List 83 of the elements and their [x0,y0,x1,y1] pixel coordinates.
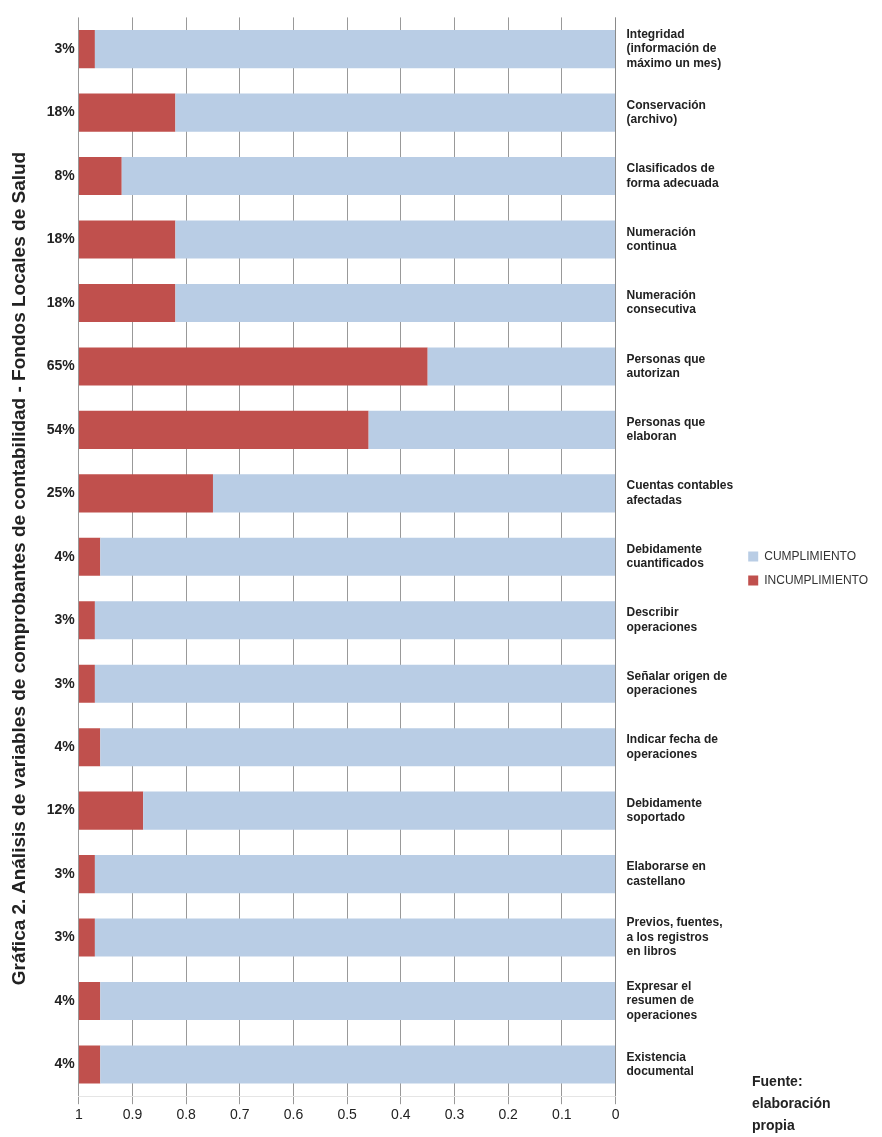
x-tick-label: 0.9 [122,1106,143,1123]
bar [212,474,616,513]
x-tick-label: 0.2 [498,1106,519,1123]
data-label: 4% [54,1055,76,1072]
bar [121,157,616,196]
y-tick-label: Personas que autorizan [626,351,706,380]
x-tick-label: 0 [611,1106,620,1123]
bar [94,30,616,69]
data-label: 18% [46,230,76,247]
bar [143,791,616,830]
y-tick-label: Debidamente soportado [626,795,703,825]
x-tick-label: 0.8 [176,1106,197,1123]
x-tick-label: 0.7 [230,1106,250,1123]
x-tick-label: 0.6 [283,1106,304,1123]
data-label: 18% [46,293,76,310]
data-label: 3% [54,674,76,691]
bar [368,410,616,449]
y-tick-label: Integridad (información de máximo un mes) [626,27,722,70]
y-tick-label: Elaborarse en castellano [626,859,706,888]
bar [78,981,101,1021]
y-tick-label: Existencia documental [626,1049,694,1078]
bar [100,1045,616,1084]
bar [78,30,95,69]
y-tick-label: Debidamente cuantificados [626,541,705,571]
bar [78,157,122,196]
bar [94,855,616,894]
bar [175,220,616,259]
y-tick-label: Indicar fecha de operaciones [626,732,719,761]
source-note: Fuente: elaboración propia [752,1072,832,1135]
bar [94,918,616,957]
data-label: 18% [46,103,76,120]
bar [78,855,95,894]
data-label: 4% [54,547,76,564]
bar [427,347,616,386]
y-tick-label: Clasificados de forma adecuada [626,161,719,190]
data-label: 54% [46,420,76,437]
legend-label: INCUMPLIMIENTO [764,572,869,587]
bar [78,1045,101,1084]
text: Gráfica 2. Análisis de variables de comprobantes de contabilidad - Fondos Locales de Salud [7,151,29,986]
bar [78,93,176,132]
y-tick-label: Personas que elaboran [626,414,706,444]
bar [78,791,144,830]
y-tick-label: Conservación (archivo) [626,97,706,127]
bar [78,474,213,513]
bar [78,283,176,322]
x-tick-label: 0.1 [552,1106,572,1123]
data-label: 8% [54,166,76,183]
bar [100,981,616,1021]
bar [94,601,616,640]
y-tick-label: Numeración consecutiva [626,288,697,317]
data-label: 4% [54,738,76,755]
y-tick-label: Previos, fuentes, a los registros en libros [626,915,723,959]
data-label: 12% [46,801,76,818]
x-tick-label: 0.4 [391,1106,411,1123]
data-label: 3% [54,611,76,628]
bar [78,347,428,386]
bar [78,918,95,957]
bar [78,537,101,576]
x-tick-label: 1 [74,1106,83,1123]
bar [175,283,616,322]
bar [78,601,95,640]
bar [78,728,101,767]
bar [100,537,616,576]
y-tick-label: Señalar origen de operaciones [626,668,728,698]
x-tick-label: 0.5 [337,1106,358,1123]
y-tick-label: Expresar el resumen de operaciones [626,978,698,1022]
y-tick-label: Describir operaciones [626,605,698,634]
data-label: 65% [46,357,76,374]
y-tick-label: Cuentas contables afectadas [626,478,734,507]
y-tick-label: Numeración continua [626,224,696,254]
legend-label: CUMPLIMIENTO [764,548,857,563]
x-tick-label: 0.3 [444,1106,465,1123]
data-label: 4% [54,991,76,1008]
bar [78,410,369,449]
bar [94,664,616,703]
data-label: 25% [46,484,76,501]
data-label: 3% [54,39,76,56]
data-label: 3% [54,864,76,881]
bar [78,664,95,703]
bar [100,728,616,767]
data-label: 3% [54,928,76,945]
bar [175,93,616,132]
bar [78,220,176,259]
